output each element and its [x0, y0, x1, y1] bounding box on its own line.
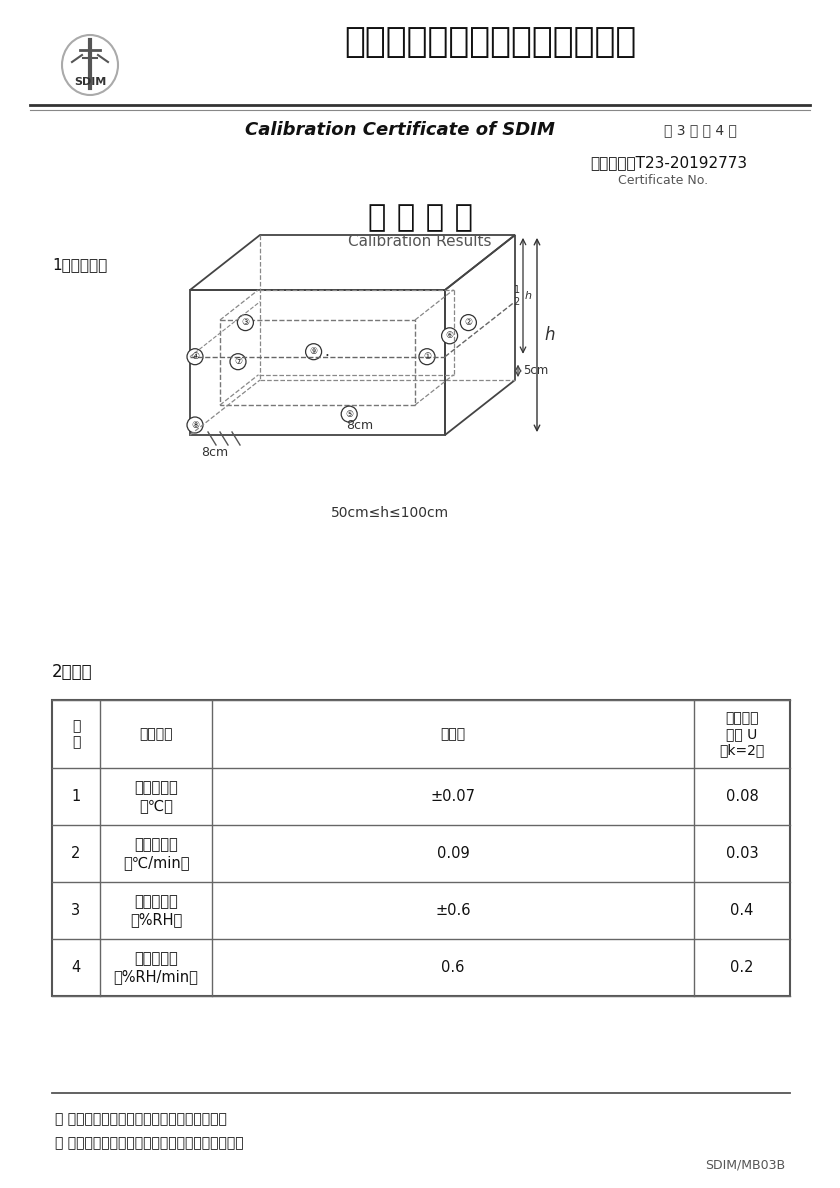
Circle shape — [442, 328, 458, 343]
Text: 8cm: 8cm — [346, 419, 374, 432]
Circle shape — [230, 354, 246, 369]
Ellipse shape — [62, 34, 118, 95]
Text: 50cm≤h≤100cm: 50cm≤h≤100cm — [331, 506, 449, 520]
Circle shape — [187, 417, 203, 432]
Circle shape — [341, 406, 357, 422]
FancyBboxPatch shape — [52, 700, 790, 996]
Text: 扩展不确
定度 U
（k=2）: 扩展不确 定度 U （k=2） — [719, 710, 764, 757]
Text: 0.4: 0.4 — [730, 903, 753, 918]
Text: 2、数据: 2、数据 — [52, 663, 92, 681]
Text: 0.6: 0.6 — [441, 960, 465, 975]
Text: SDIM/MB03B: SDIM/MB03B — [705, 1158, 785, 1171]
Text: Calibration Results: Calibration Results — [349, 234, 491, 249]
Text: 1: 1 — [71, 789, 81, 804]
Text: h: h — [525, 291, 532, 301]
Text: 0.03: 0.03 — [726, 846, 759, 861]
Text: .: . — [324, 345, 329, 359]
Text: ＊ 未经本院书面批准，不得部分复印此证书。: ＊ 未经本院书面批准，不得部分复印此证书。 — [55, 1112, 227, 1126]
Text: ①: ① — [423, 352, 431, 361]
Text: SDIM: SDIM — [74, 77, 106, 87]
Text: 2: 2 — [71, 846, 81, 861]
Text: ④: ④ — [191, 352, 199, 361]
Circle shape — [306, 343, 322, 360]
Text: ±0.07: ±0.07 — [431, 789, 475, 804]
Text: ⑦: ⑦ — [234, 358, 242, 366]
Text: ＊ 本证书的校准结果仅对所校准的计量器具有效。: ＊ 本证书的校准结果仅对所校准的计量器具有效。 — [55, 1136, 244, 1150]
Text: 湿度变化率
（%RH/min）: 湿度变化率 （%RH/min） — [113, 952, 198, 984]
Text: 校准项目: 校准项目 — [139, 727, 173, 741]
Text: 0.09: 0.09 — [437, 846, 470, 861]
Text: 湿度波动度
（%RH）: 湿度波动度 （%RH） — [130, 895, 182, 927]
Text: 0.2: 0.2 — [730, 960, 753, 975]
Circle shape — [187, 349, 203, 365]
Text: 3: 3 — [71, 903, 81, 918]
Text: 序
号: 序 号 — [71, 719, 80, 750]
Text: Calibration Certificate of SDIM: Calibration Certificate of SDIM — [245, 121, 555, 139]
Text: ⑥: ⑥ — [445, 331, 454, 340]
Text: 温度变化率
（℃/min）: 温度变化率 （℃/min） — [123, 838, 189, 870]
Text: 第 3 页 共 4 页: 第 3 页 共 4 页 — [664, 124, 737, 137]
Text: 4: 4 — [71, 960, 81, 975]
Text: ③: ③ — [241, 318, 249, 327]
Text: 校 准 结 果: 校 准 结 果 — [368, 203, 472, 233]
Text: 0.08: 0.08 — [726, 789, 759, 804]
Text: ⑧: ⑧ — [191, 421, 199, 430]
Text: 1
2: 1 2 — [514, 285, 520, 307]
Text: h: h — [544, 326, 554, 345]
Text: 校准值: 校准值 — [440, 727, 465, 741]
Text: Certificate No.: Certificate No. — [618, 173, 708, 187]
Circle shape — [460, 315, 476, 330]
Circle shape — [419, 349, 435, 365]
Text: 温度波动度
（℃）: 温度波动度 （℃） — [134, 781, 178, 813]
Circle shape — [238, 315, 254, 330]
Text: 8cm: 8cm — [202, 447, 228, 460]
Text: ⑤: ⑤ — [345, 410, 354, 418]
Text: 1、布点图：: 1、布点图： — [52, 258, 108, 272]
Text: ⑨: ⑨ — [309, 347, 318, 356]
Text: 证书编号：T23-20192773: 证书编号：T23-20192773 — [590, 156, 747, 171]
Text: 山东省计量科学研究院校准证书: 山东省计量科学研究院校准证书 — [344, 25, 636, 59]
Text: ②: ② — [465, 318, 472, 327]
Text: 5cm: 5cm — [523, 365, 549, 378]
Text: ±0.6: ±0.6 — [435, 903, 470, 918]
